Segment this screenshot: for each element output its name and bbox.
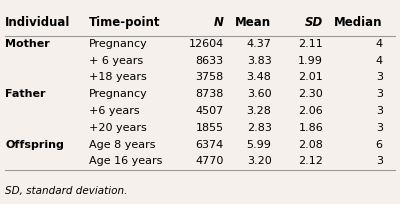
Text: Time-point: Time-point (89, 16, 160, 28)
Text: Mean: Mean (235, 16, 272, 28)
Text: 8633: 8633 (196, 55, 224, 65)
Text: Pregnancy: Pregnancy (89, 39, 148, 49)
Text: 3.83: 3.83 (247, 55, 272, 65)
Text: 3.60: 3.60 (247, 89, 272, 99)
Text: 4507: 4507 (196, 105, 224, 115)
Text: 12604: 12604 (188, 39, 224, 49)
Text: 3.20: 3.20 (247, 155, 272, 165)
Text: 3.28: 3.28 (247, 105, 272, 115)
Text: Median: Median (334, 16, 383, 28)
Text: 5.99: 5.99 (247, 139, 272, 149)
Text: 2.08: 2.08 (298, 139, 323, 149)
Text: 4.37: 4.37 (247, 39, 272, 49)
Text: 3758: 3758 (196, 72, 224, 82)
Text: +18 years: +18 years (89, 72, 146, 82)
Text: 2.83: 2.83 (247, 122, 272, 132)
Text: 3: 3 (376, 89, 383, 99)
Text: 2.30: 2.30 (298, 89, 323, 99)
Text: SD: SD (305, 16, 323, 28)
Text: SD, standard deviation.: SD, standard deviation. (5, 185, 128, 195)
Text: 2.01: 2.01 (298, 72, 323, 82)
Text: 2.11: 2.11 (298, 39, 323, 49)
Text: Individual: Individual (5, 16, 71, 28)
Text: 4: 4 (376, 55, 383, 65)
Text: Pregnancy: Pregnancy (89, 89, 148, 99)
Text: 1855: 1855 (196, 122, 224, 132)
Text: 6374: 6374 (196, 139, 224, 149)
Text: 3: 3 (376, 105, 383, 115)
Text: 4770: 4770 (196, 155, 224, 165)
Text: 3: 3 (376, 122, 383, 132)
Text: Age 8 years: Age 8 years (89, 139, 155, 149)
Text: 8738: 8738 (196, 89, 224, 99)
Text: Age 16 years: Age 16 years (89, 155, 162, 165)
Text: N: N (214, 16, 224, 28)
Text: 2.06: 2.06 (298, 105, 323, 115)
Text: 3: 3 (376, 72, 383, 82)
Text: + 6 years: + 6 years (89, 55, 143, 65)
Text: 1.99: 1.99 (298, 55, 323, 65)
Text: 3: 3 (376, 155, 383, 165)
Text: Mother: Mother (5, 39, 50, 49)
Text: 2.12: 2.12 (298, 155, 323, 165)
Text: 6: 6 (376, 139, 383, 149)
Text: Father: Father (5, 89, 46, 99)
Text: +6 years: +6 years (89, 105, 140, 115)
Text: +20 years: +20 years (89, 122, 146, 132)
Text: 3.48: 3.48 (247, 72, 272, 82)
Text: 4: 4 (376, 39, 383, 49)
Text: Offspring: Offspring (5, 139, 64, 149)
Text: 1.86: 1.86 (298, 122, 323, 132)
